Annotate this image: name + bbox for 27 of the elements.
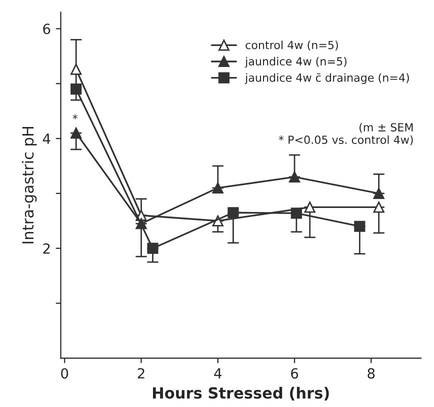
point: [212, 182, 224, 194]
point: [228, 207, 239, 218]
point: [290, 208, 302, 219]
point: [354, 220, 366, 232]
y-axis-title: Intra-gastric pH: [22, 127, 37, 244]
legend-label: jaundice 4w c̄ drainage (n=4): [244, 73, 409, 84]
point: [304, 202, 316, 213]
y-tick-label: 4: [42, 134, 50, 144]
x-tick-label: 2: [138, 368, 144, 378]
annotation: (m ± SEM * P<0.05 vs. control 4w): [278, 122, 413, 146]
x-tick-label: 0: [61, 368, 68, 379]
point: [373, 202, 384, 213]
annotation: *: [72, 114, 78, 120]
point: [288, 171, 300, 183]
legend-label: jaundice 4w (n=5): [244, 56, 346, 68]
x-axis-title: Hours Stressed (hrs): [152, 386, 329, 401]
point: [373, 188, 384, 199]
point: [70, 84, 82, 95]
x-tick-label: 8: [368, 368, 375, 379]
point: [70, 127, 82, 139]
legend-label: control 4w (n=5): [246, 40, 338, 51]
point: [70, 64, 82, 75]
x-tick-label: 4: [214, 368, 222, 378]
y-tick-label: 2: [43, 243, 50, 254]
point: [147, 242, 158, 254]
x-tick-label: 6: [291, 368, 298, 379]
y-tick-label: 6: [43, 24, 50, 34]
